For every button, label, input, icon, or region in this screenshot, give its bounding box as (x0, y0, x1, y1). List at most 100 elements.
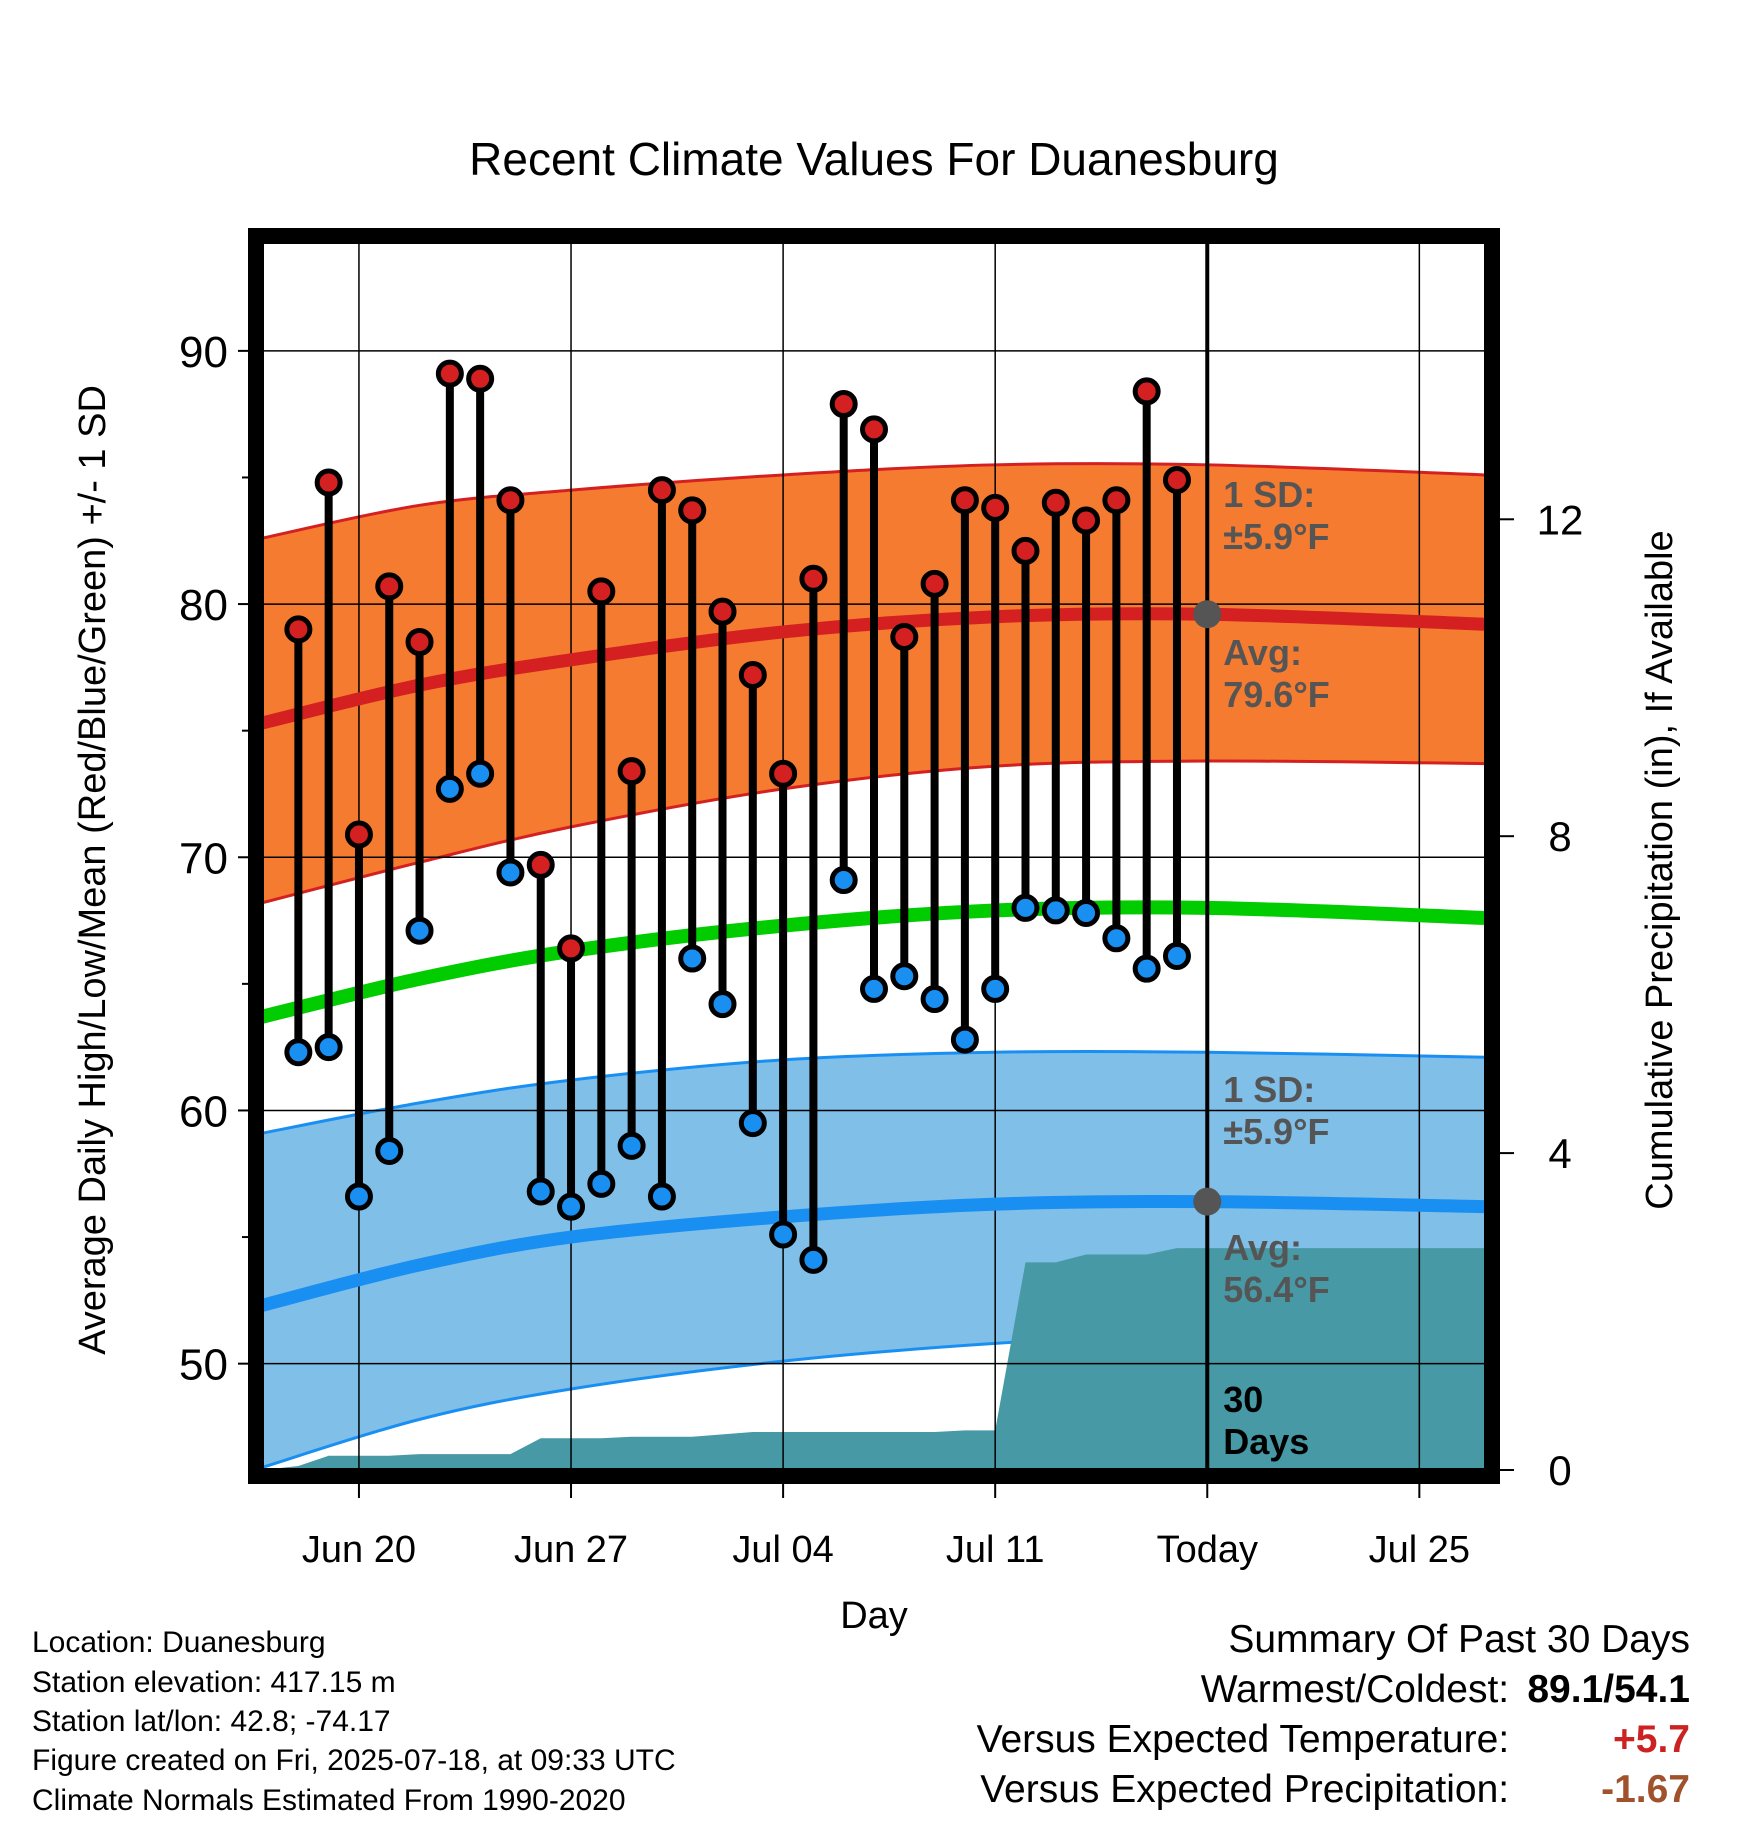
left-tick-label: 90 (179, 328, 228, 377)
x-tick-label: Jul 11 (946, 1529, 1045, 1571)
summary-temp-anomaly: Versus Expected Temperature: +5.7 (977, 1718, 1690, 1762)
daily-low-point (678, 944, 707, 973)
precip-anomaly-value: -1.67 (1601, 1768, 1690, 1811)
daily-high-point (557, 934, 586, 963)
daily-low-point (405, 916, 434, 945)
daily-low-point (738, 1109, 767, 1138)
daily-high-point (860, 415, 888, 444)
y-axis-label-right: Cumulative Precipitation (in), If Availa… (1639, 530, 1681, 1209)
daily-low-point (799, 1245, 828, 1274)
daily-low-point (1041, 896, 1070, 925)
daily-low-point (435, 774, 464, 803)
daily-low-point (1132, 954, 1161, 983)
daily-low-point (708, 990, 737, 1019)
plot-inner (262, 242, 1486, 1470)
low-avg-annotation: Avg: (1223, 1227, 1302, 1268)
daily-high-point (738, 660, 767, 689)
x-tick-label: Jul 25 (1369, 1529, 1470, 1571)
y-axis-label-left: Average Daily High/Low/Mean (Red/Blue/Gr… (72, 385, 114, 1355)
high-sd-annotation: 1 SD: (1223, 474, 1315, 515)
daily-high-point (1041, 488, 1070, 517)
high-sd-annotation: ±5.9°F (1223, 516, 1329, 557)
daily-high-point (708, 597, 737, 626)
daily-high-point (405, 628, 434, 657)
days-annotation: Days (1223, 1421, 1309, 1462)
daily-low-point (981, 974, 1010, 1003)
daily-low-point (526, 1177, 555, 1206)
left-tick-label: 60 (179, 1087, 228, 1136)
daily-low-point (1162, 942, 1191, 971)
x-tick-label: Jul 04 (732, 1529, 833, 1571)
station-latlon: Station lat/lon: 42.8; -74.17 (32, 1705, 391, 1738)
daily-low-point (920, 985, 949, 1014)
today-avg-low-marker (1193, 1187, 1222, 1216)
daily-high-point (920, 569, 949, 598)
station-location: Location: Duanesburg (32, 1626, 326, 1659)
x-tick-label: Jun 20 (302, 1529, 416, 1571)
daily-high-point (617, 757, 646, 786)
right-tick-label: 8 (1548, 813, 1571, 860)
high-avg-annotation: 79.6°F (1223, 674, 1329, 715)
warmest-coldest-label: Warmest/Coldest: (1200, 1668, 1510, 1711)
daily-high-point (466, 364, 495, 393)
daily-low-point (496, 858, 525, 887)
chart-title: Recent Climate Values For Duanesburg (469, 133, 1279, 185)
daily-high-point (526, 850, 555, 879)
daily-low-point (617, 1131, 646, 1160)
daily-low-point (647, 1182, 676, 1211)
daily-high-point (1162, 466, 1191, 495)
daily-low-point (1011, 893, 1040, 922)
precip-anomaly-label: Versus Expected Precipitation: (980, 1768, 1510, 1811)
daily-low-point (557, 1192, 586, 1221)
days-annotation: 30 (1223, 1379, 1263, 1420)
daily-high-point (587, 577, 616, 606)
daily-low-point (829, 866, 858, 895)
daily-high-point (344, 820, 373, 849)
daily-high-point (314, 468, 343, 497)
figure-created: Figure created on Fri, 2025-07-18, at 09… (32, 1744, 676, 1777)
climate-normals-period: Climate Normals Estimated From 1990-2020 (32, 1784, 626, 1817)
left-tick-label: 70 (179, 834, 228, 883)
high-avg-annotation: Avg: (1223, 632, 1302, 673)
daily-low-point (950, 1025, 979, 1054)
right-tick-label: 12 (1537, 496, 1584, 543)
high-sd-band-upper-edge (262, 462, 1486, 540)
right-tick-label: 0 (1548, 1447, 1571, 1494)
station-elevation: Station elevation: 417.15 m (32, 1666, 396, 1699)
daily-low-point (1072, 898, 1101, 927)
daily-high-point (375, 572, 404, 601)
daily-low-point (314, 1033, 343, 1062)
summary-title: Summary Of Past 30 Days (1228, 1618, 1690, 1661)
daily-low-point (860, 974, 888, 1003)
daily-high-point (647, 476, 676, 505)
right-tick-label: 4 (1548, 1130, 1571, 1177)
low-avg-annotation: 56.4°F (1223, 1269, 1329, 1310)
low-sd-annotation: ±5.9°F (1223, 1111, 1329, 1152)
daily-low-point (587, 1169, 616, 1198)
daily-high-point (981, 493, 1010, 522)
daily-low-point (375, 1136, 404, 1165)
left-tick-label: 50 (179, 1341, 228, 1390)
daily-high-point (1132, 377, 1161, 406)
daily-low-point (466, 759, 495, 788)
daily-high-point (496, 486, 525, 515)
daily-high-point (435, 359, 464, 388)
daily-low-point (344, 1182, 373, 1211)
daily-high-point (1102, 486, 1131, 515)
daily-high-point (284, 615, 313, 644)
low-sd-annotation: 1 SD: (1223, 1069, 1315, 1110)
x-axis-label: Day (840, 1595, 908, 1637)
plot-frame (248, 228, 1500, 1484)
daily-high-point (678, 496, 707, 525)
daily-high-point (829, 390, 858, 419)
daily-high-point (950, 486, 979, 515)
x-tick-label: Jun 27 (514, 1529, 628, 1571)
x-tick-label: Today (1157, 1529, 1258, 1571)
summary-precip-anomaly: Versus Expected Precipitation: -1.67 (980, 1768, 1690, 1812)
daily-high-point (769, 759, 798, 788)
cumulative-precip-area (262, 1248, 1486, 1470)
temp-anomaly-label: Versus Expected Temperature: (976, 1718, 1510, 1761)
daily-low-point (1102, 924, 1131, 953)
